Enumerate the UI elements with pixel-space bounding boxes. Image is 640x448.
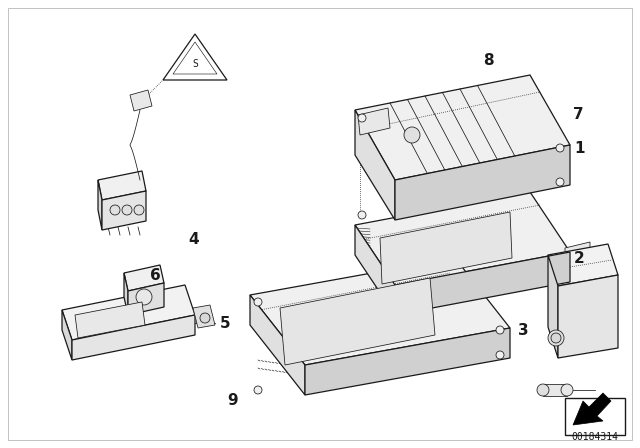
Polygon shape — [358, 108, 390, 135]
Polygon shape — [128, 283, 164, 315]
Polygon shape — [72, 315, 195, 360]
Text: S: S — [192, 59, 198, 69]
Polygon shape — [62, 285, 195, 340]
Polygon shape — [280, 278, 435, 365]
Polygon shape — [124, 265, 164, 291]
Text: 6: 6 — [150, 268, 161, 283]
Circle shape — [122, 205, 132, 215]
Text: 8: 8 — [483, 53, 494, 68]
Circle shape — [556, 178, 564, 186]
Polygon shape — [250, 295, 305, 395]
Text: 2: 2 — [574, 250, 585, 266]
Circle shape — [200, 313, 210, 323]
Polygon shape — [173, 42, 217, 74]
Polygon shape — [120, 303, 170, 329]
Polygon shape — [355, 110, 395, 220]
Polygon shape — [548, 244, 618, 286]
Polygon shape — [355, 192, 570, 285]
Text: 4: 4 — [189, 232, 200, 247]
Polygon shape — [124, 273, 128, 315]
Circle shape — [551, 333, 561, 343]
Circle shape — [404, 127, 420, 143]
Circle shape — [136, 289, 152, 305]
Polygon shape — [380, 212, 512, 284]
Polygon shape — [305, 328, 510, 395]
Text: 9: 9 — [227, 393, 238, 409]
Polygon shape — [573, 393, 611, 425]
Polygon shape — [543, 384, 567, 396]
Text: 3: 3 — [518, 323, 529, 337]
Circle shape — [358, 211, 366, 219]
Polygon shape — [193, 305, 215, 328]
Text: 1: 1 — [574, 141, 584, 155]
Circle shape — [496, 351, 504, 359]
Polygon shape — [98, 180, 102, 230]
Circle shape — [556, 144, 564, 152]
Polygon shape — [565, 398, 625, 435]
Polygon shape — [163, 34, 227, 80]
Polygon shape — [355, 225, 395, 315]
Polygon shape — [548, 255, 558, 358]
Polygon shape — [102, 191, 146, 230]
Polygon shape — [565, 242, 590, 285]
Polygon shape — [395, 252, 570, 315]
Polygon shape — [250, 258, 510, 365]
Text: 7: 7 — [573, 107, 584, 122]
Circle shape — [110, 205, 120, 215]
Circle shape — [358, 114, 366, 122]
Text: 5: 5 — [220, 315, 230, 331]
Circle shape — [254, 386, 262, 394]
Polygon shape — [130, 90, 152, 111]
Polygon shape — [558, 275, 618, 358]
Text: 00184314: 00184314 — [572, 432, 618, 442]
Circle shape — [561, 384, 573, 396]
Polygon shape — [355, 75, 570, 180]
Circle shape — [254, 298, 262, 306]
Circle shape — [537, 384, 549, 396]
Polygon shape — [75, 302, 145, 338]
Circle shape — [548, 330, 564, 346]
Circle shape — [134, 205, 144, 215]
Polygon shape — [62, 310, 72, 360]
Polygon shape — [395, 145, 570, 220]
Circle shape — [496, 326, 504, 334]
Polygon shape — [98, 171, 146, 200]
